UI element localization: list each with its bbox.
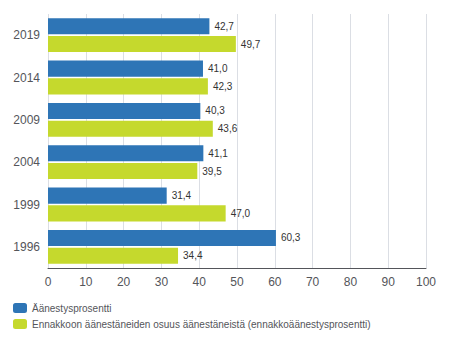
svg-text:34,4: 34,4 [183,250,203,261]
svg-text:2004: 2004 [13,155,40,169]
svg-text:90: 90 [382,275,396,289]
svg-text:Ennakkoon äänestäneiden osuus: Ennakkoon äänestäneiden osuus äänestänei… [32,319,371,330]
svg-text:60: 60 [268,275,282,289]
svg-text:41,1: 41,1 [208,148,228,159]
svg-text:2014: 2014 [13,71,40,85]
svg-text:1996: 1996 [13,240,40,254]
svg-text:39,5: 39,5 [202,166,222,177]
svg-text:1999: 1999 [13,198,40,212]
svg-text:49,7: 49,7 [241,39,261,50]
svg-text:70: 70 [306,275,320,289]
svg-text:100: 100 [416,275,436,289]
svg-text:50: 50 [230,275,244,289]
svg-text:41,0: 41,0 [208,63,228,74]
svg-text:30: 30 [155,275,169,289]
svg-text:31,4: 31,4 [172,190,192,201]
svg-text:47,0: 47,0 [231,208,251,219]
svg-text:40,3: 40,3 [205,105,225,116]
svg-text:42,7: 42,7 [214,21,234,32]
svg-text:Äänestysprosentti: Äänestysprosentti [32,303,112,314]
svg-text:20: 20 [117,275,131,289]
svg-text:60,3: 60,3 [281,232,301,243]
svg-text:80: 80 [344,275,358,289]
svg-text:43,6: 43,6 [218,123,238,134]
svg-text:0: 0 [45,275,52,289]
svg-text:2019: 2019 [13,28,40,42]
svg-text:10: 10 [79,275,93,289]
svg-text:42,3: 42,3 [213,81,233,92]
svg-text:2009: 2009 [13,113,40,127]
svg-text:40: 40 [193,275,207,289]
